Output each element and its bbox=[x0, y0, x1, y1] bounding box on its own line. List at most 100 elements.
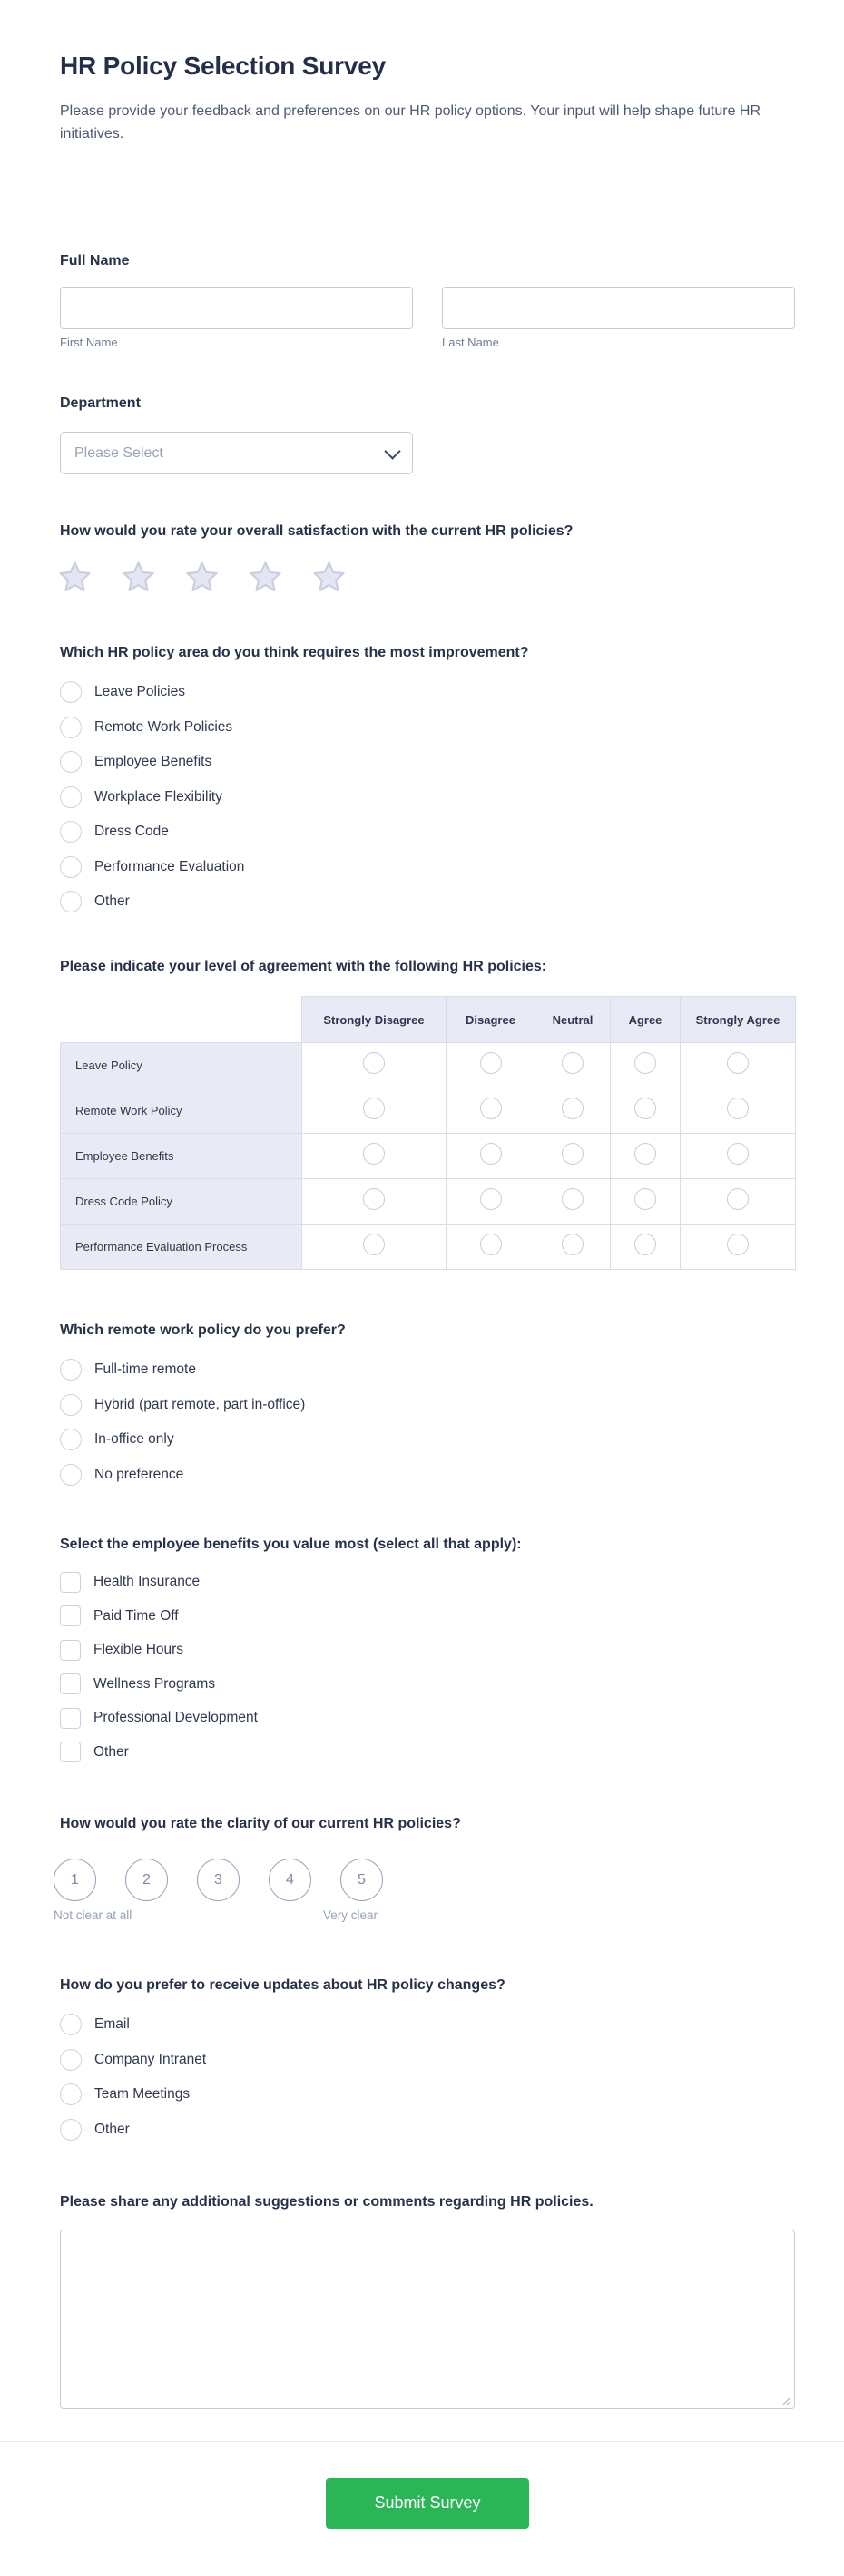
radio-button[interactable] bbox=[363, 1188, 385, 1210]
radio-button[interactable] bbox=[60, 2118, 82, 2141]
star-icon[interactable] bbox=[185, 560, 219, 593]
radio-button[interactable] bbox=[562, 1234, 584, 1255]
radio-button[interactable] bbox=[562, 1143, 584, 1165]
matrix-cell bbox=[610, 1178, 681, 1225]
radio-button[interactable] bbox=[60, 751, 82, 773]
radio-button[interactable] bbox=[727, 1234, 749, 1255]
radio-option: Hybrid (part remote, part in-office) bbox=[60, 1393, 795, 1416]
option-label: Other bbox=[94, 893, 130, 909]
agreement-question: Please indicate your level of agreement … bbox=[60, 959, 547, 974]
option-label: Email bbox=[94, 2016, 130, 2032]
option-label: Wellness Programs bbox=[93, 1675, 216, 1692]
radio-button[interactable] bbox=[727, 1098, 749, 1119]
radio-button[interactable] bbox=[363, 1098, 385, 1119]
radio-button[interactable] bbox=[60, 785, 82, 808]
footer-divider bbox=[0, 2440, 844, 2442]
scale-option-2[interactable]: 2 bbox=[125, 1859, 168, 1901]
radio-button[interactable] bbox=[60, 1463, 82, 1486]
submit-button[interactable]: Submit Survey bbox=[326, 2477, 529, 2529]
radio-button[interactable] bbox=[363, 1234, 385, 1255]
question-comments: Please share any additional suggestions … bbox=[60, 2193, 795, 2414]
radio-button[interactable] bbox=[562, 1098, 584, 1119]
checkbox[interactable] bbox=[60, 1639, 81, 1661]
radio-button[interactable] bbox=[562, 1188, 584, 1210]
matrix-cell bbox=[680, 1133, 796, 1179]
option-label: In-office only bbox=[94, 1431, 174, 1447]
matrix-row: Remote Work Policy bbox=[60, 1088, 796, 1134]
radio-button[interactable] bbox=[60, 2014, 82, 2035]
matrix-header-row: Strongly Disagree Disagree Neutral Agree… bbox=[60, 996, 796, 1043]
radio-button[interactable] bbox=[60, 681, 82, 703]
radio-button[interactable] bbox=[634, 1234, 656, 1255]
radio-button[interactable] bbox=[60, 821, 82, 843]
scale-option-4[interactable]: 4 bbox=[269, 1859, 311, 1901]
star-icon[interactable] bbox=[122, 560, 155, 593]
radio-button[interactable] bbox=[634, 1052, 656, 1074]
form-header: HR Policy Selection Survey Please provid… bbox=[0, 0, 844, 200]
matrix-row: Leave Policy bbox=[60, 1042, 796, 1088]
star-icon[interactable] bbox=[58, 560, 92, 593]
checkbox-option: Flexible Hours bbox=[60, 1639, 795, 1661]
radio-button[interactable] bbox=[727, 1143, 749, 1165]
matrix-cell bbox=[446, 1178, 535, 1225]
radio-button[interactable] bbox=[60, 855, 82, 878]
radio-button[interactable] bbox=[634, 1098, 656, 1119]
checkbox[interactable] bbox=[60, 1673, 81, 1694]
radio-button[interactable] bbox=[479, 1052, 502, 1074]
checkbox[interactable] bbox=[60, 1605, 81, 1626]
star-icon[interactable] bbox=[249, 560, 282, 593]
scale-option-1[interactable]: 1 bbox=[54, 1859, 96, 1901]
radio-button[interactable] bbox=[60, 1359, 82, 1381]
matrix-cell bbox=[301, 1178, 447, 1225]
checkbox[interactable] bbox=[60, 1571, 81, 1593]
radio-button[interactable] bbox=[562, 1052, 584, 1074]
scale-option-5[interactable]: 5 bbox=[340, 1859, 383, 1901]
matrix-row-label: Leave Policy bbox=[60, 1042, 302, 1088]
matrix-row: Employee Benefits bbox=[60, 1133, 796, 1179]
radio-button[interactable] bbox=[60, 716, 82, 738]
checkbox[interactable] bbox=[60, 1742, 81, 1762]
radio-option: Company Intranet bbox=[60, 2048, 795, 2071]
radio-button[interactable] bbox=[60, 891, 82, 912]
agreement-matrix-table: Strongly Disagree Disagree Neutral Agree… bbox=[60, 996, 796, 1270]
first-name-input[interactable] bbox=[60, 287, 413, 329]
radio-button[interactable] bbox=[727, 1052, 749, 1074]
option-label: Company Intranet bbox=[94, 2051, 207, 2067]
matrix-row: Dress Code Policy bbox=[60, 1178, 796, 1225]
comments-textarea[interactable] bbox=[60, 2229, 795, 2409]
option-label: Other bbox=[93, 1743, 129, 1760]
benefits-options: Health Insurance Paid Time Off Flexible … bbox=[60, 1571, 795, 1762]
radio-button[interactable] bbox=[60, 1393, 82, 1416]
radio-button[interactable] bbox=[479, 1234, 502, 1255]
radio-button[interactable] bbox=[634, 1143, 656, 1165]
radio-button[interactable] bbox=[60, 2083, 82, 2105]
improvement-question: Which HR policy area do you think requir… bbox=[60, 645, 529, 660]
radio-button[interactable] bbox=[479, 1143, 502, 1165]
department-select[interactable]: Please Select bbox=[60, 432, 413, 474]
question-agreement-matrix: Please indicate your level of agreement … bbox=[60, 958, 796, 1270]
radio-button[interactable] bbox=[60, 1429, 82, 1450]
first-name-sublabel: First Name bbox=[60, 336, 118, 349]
radio-button[interactable] bbox=[363, 1143, 385, 1165]
matrix-column-header: Strongly Agree bbox=[680, 996, 796, 1043]
matrix-cell bbox=[610, 1224, 681, 1270]
matrix-cell bbox=[535, 1178, 611, 1225]
radio-button[interactable] bbox=[727, 1188, 749, 1210]
radio-button[interactable] bbox=[479, 1188, 502, 1210]
checkbox[interactable] bbox=[60, 1707, 81, 1729]
radio-button[interactable] bbox=[60, 2048, 82, 2071]
radio-button[interactable] bbox=[634, 1188, 656, 1210]
radio-button[interactable] bbox=[479, 1098, 502, 1119]
form-subtitle: Please provide your feedback and prefere… bbox=[60, 103, 761, 141]
last-name-input[interactable] bbox=[442, 287, 795, 329]
scale-option-3[interactable]: 3 bbox=[197, 1859, 240, 1901]
matrix-cell bbox=[446, 1088, 535, 1134]
matrix-row-label: Remote Work Policy bbox=[60, 1088, 302, 1134]
matrix-cell bbox=[535, 1088, 611, 1134]
radio-button[interactable] bbox=[363, 1052, 385, 1074]
radio-option: Performance Evaluation bbox=[60, 855, 795, 878]
star-icon[interactable] bbox=[312, 560, 346, 593]
matrix-cell bbox=[680, 1224, 796, 1270]
radio-option: Full-time remote bbox=[60, 1359, 795, 1381]
resize-handle-icon[interactable] bbox=[780, 2396, 790, 2405]
